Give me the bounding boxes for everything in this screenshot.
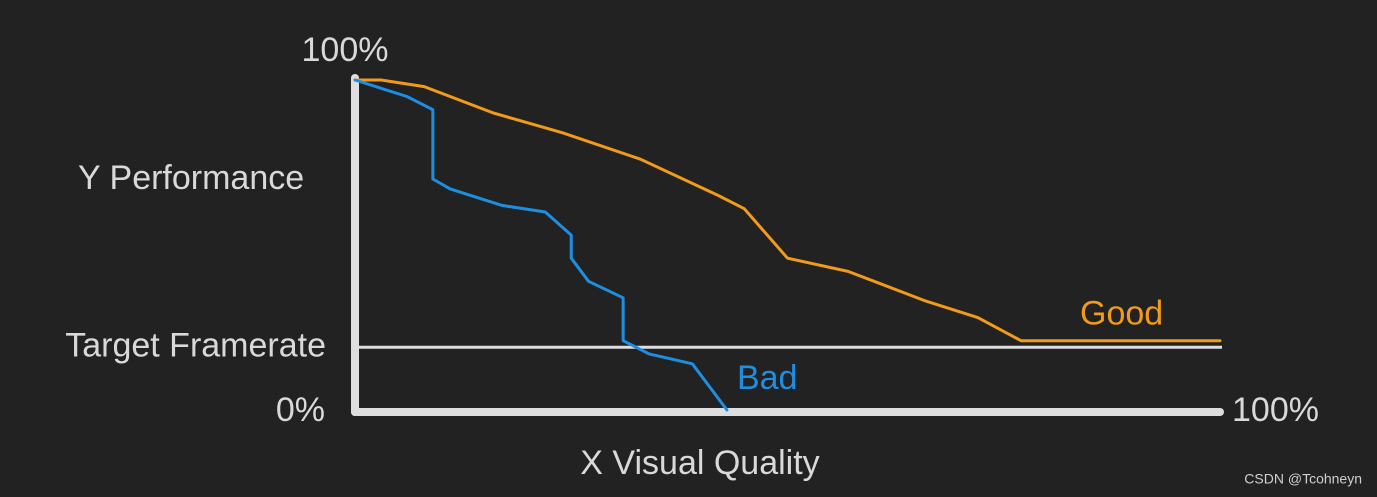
series-label: Good — [1080, 295, 1163, 333]
y-axis-label: Y Performance — [78, 159, 304, 197]
series-label: Bad — [737, 359, 798, 397]
watermark: CSDN @Tcohneyn — [1244, 471, 1362, 487]
reference-label: Target Framerate — [65, 326, 326, 364]
y-tick-label: 0% — [276, 391, 325, 429]
series-line — [353, 78, 1222, 343]
series-line — [353, 78, 729, 412]
x-tick-label: 100% — [1232, 391, 1319, 429]
y-tick-label: 100% — [302, 31, 389, 69]
x-axis-label: X Visual Quality — [580, 444, 819, 482]
